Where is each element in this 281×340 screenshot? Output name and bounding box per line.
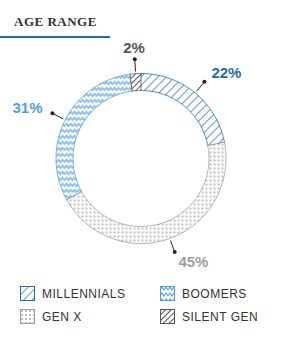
html-text:GEN X: GEN X: [42, 309, 82, 324]
svg-text:31%: 31%: [13, 99, 43, 116]
html-text:BOOMERS: BOOMERS: [182, 286, 247, 301]
html-text:AGE RANGE: AGE RANGE: [14, 14, 97, 29]
svg-text:2%: 2%: [123, 39, 145, 56]
svg-text:45%: 45%: [178, 253, 208, 270]
svg-text:22%: 22%: [211, 64, 241, 81]
html-text:MILLENNIALS: MILLENNIALS: [42, 286, 126, 301]
html-text:SILENT GEN: SILENT GEN: [182, 309, 259, 324]
